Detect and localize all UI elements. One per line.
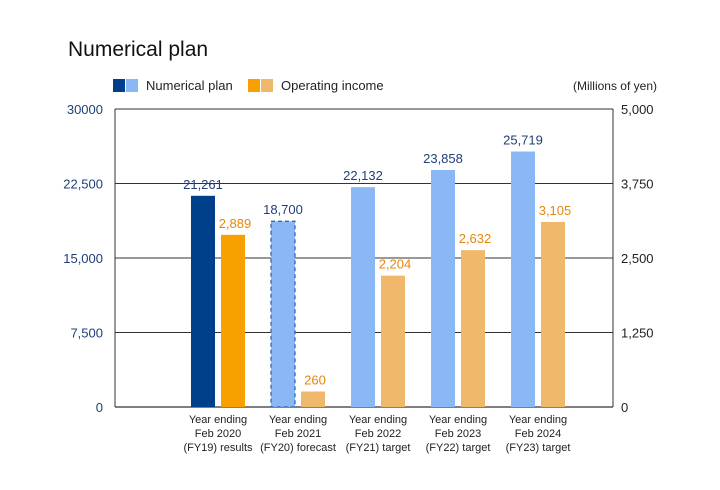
legend-swatch-plan-dark xyxy=(113,79,125,92)
bar-numerical-plan xyxy=(191,195,215,407)
left-axis-ticks: 0 7,500 15,000 22,500 30000 xyxy=(63,102,103,415)
chart-title: Numerical plan xyxy=(68,38,208,61)
value-label-operating-income: 2,889 xyxy=(219,216,252,231)
right-tick-label: 1,250 xyxy=(621,326,654,341)
category-label: Year ending xyxy=(269,414,327,426)
left-tick-label: 22,500 xyxy=(63,177,103,192)
bar-operating-income xyxy=(541,221,565,407)
category-label: (FY19) results xyxy=(183,442,253,454)
legend-label-plan: Numerical plan xyxy=(146,78,233,93)
bar-operating-income xyxy=(381,275,405,407)
value-label-numerical-plan: 21,261 xyxy=(183,177,223,192)
category-label: (FY22) target xyxy=(426,442,491,454)
left-tick-label: 0 xyxy=(96,400,103,415)
category-label: Feb 2022 xyxy=(355,428,401,440)
legend-label-income: Operating income xyxy=(281,78,384,93)
value-label-operating-income: 3,105 xyxy=(539,203,572,218)
value-label-numerical-plan: 23,858 xyxy=(423,151,463,166)
value-label-numerical-plan: 22,132 xyxy=(343,168,383,183)
right-tick-label: 2,500 xyxy=(621,251,654,266)
category-label: Feb 2021 xyxy=(275,428,321,440)
bars xyxy=(191,151,565,408)
bar-numerical-plan xyxy=(270,220,296,408)
right-tick-label: 3,750 xyxy=(621,177,654,192)
legend-swatch-income-dark xyxy=(248,79,260,92)
right-axis-ticks: 0 1,250 2,500 3,750 5,000 xyxy=(621,102,654,415)
category-label: (FY21) target xyxy=(346,442,411,454)
category-labels: Year ending Feb 2020 (FY19) results Year en… xyxy=(183,414,570,454)
value-label-operating-income: 2,632 xyxy=(459,231,492,246)
category-label: (FY23) target xyxy=(506,442,571,454)
left-tick-label: 7,500 xyxy=(70,326,103,341)
value-label-operating-income: 260 xyxy=(304,373,326,388)
category-label: Year ending xyxy=(429,414,487,426)
legend-swatch-income-light xyxy=(261,79,273,92)
bar-operating-income xyxy=(461,250,485,407)
right-tick-label: 0 xyxy=(621,400,628,415)
bar-operating-income xyxy=(301,391,325,407)
right-tick-label: 5,000 xyxy=(621,102,654,117)
category-label: Year ending xyxy=(509,414,567,426)
bar-numerical-plan xyxy=(511,151,535,407)
bar-numerical-plan xyxy=(431,170,455,407)
category-label: Feb 2023 xyxy=(435,428,481,440)
value-label-numerical-plan: 25,719 xyxy=(503,133,543,148)
value-label-operating-income: 2,204 xyxy=(379,257,412,272)
category-label: Feb 2020 xyxy=(195,428,241,440)
unit-label: (Millions of yen) xyxy=(573,79,657,93)
category-label: (FY20) forecast xyxy=(260,442,336,454)
category-label: Year ending xyxy=(189,414,247,426)
left-tick-label: 30000 xyxy=(67,102,103,117)
bar-operating-income xyxy=(221,234,245,407)
value-labels: 21,261 2,889 18,700 260 22,132 2,204 23,858 2,6… xyxy=(183,133,571,388)
value-label-numerical-plan: 18,700 xyxy=(263,202,303,217)
bar-numerical-plan xyxy=(351,187,375,407)
legend-swatch-plan-light xyxy=(126,79,138,92)
category-label: Year ending xyxy=(349,414,407,426)
left-tick-label: 15,000 xyxy=(63,251,103,266)
category-label: Feb 2024 xyxy=(515,428,561,440)
legend: Numerical plan Operating income xyxy=(113,78,384,93)
